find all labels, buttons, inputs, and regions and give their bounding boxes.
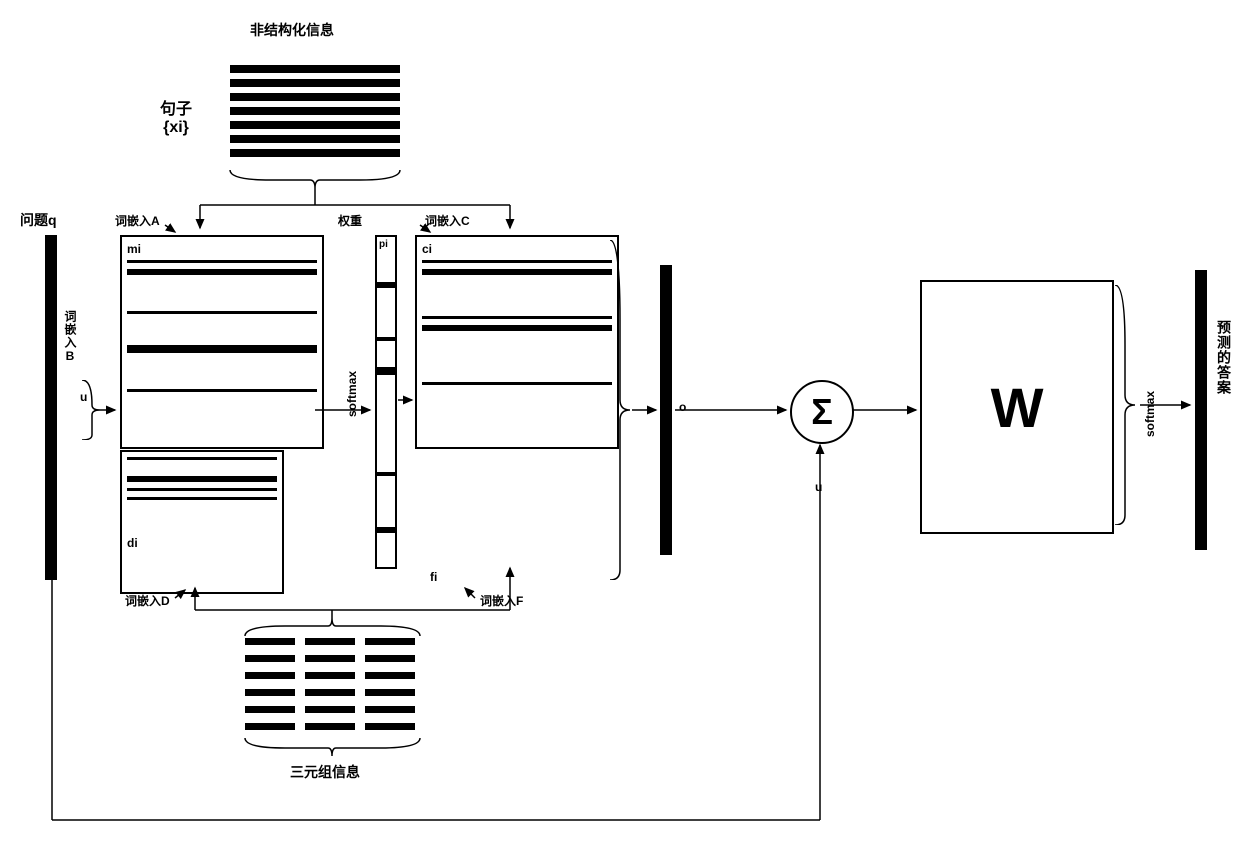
diagram-root: 非结构化信息 句子 {xi} 问题q 词嵌入A 权重 词嵌入C 词嵌入B u m…: [20, 20, 1220, 840]
arrows-overlay: [20, 20, 1220, 840]
